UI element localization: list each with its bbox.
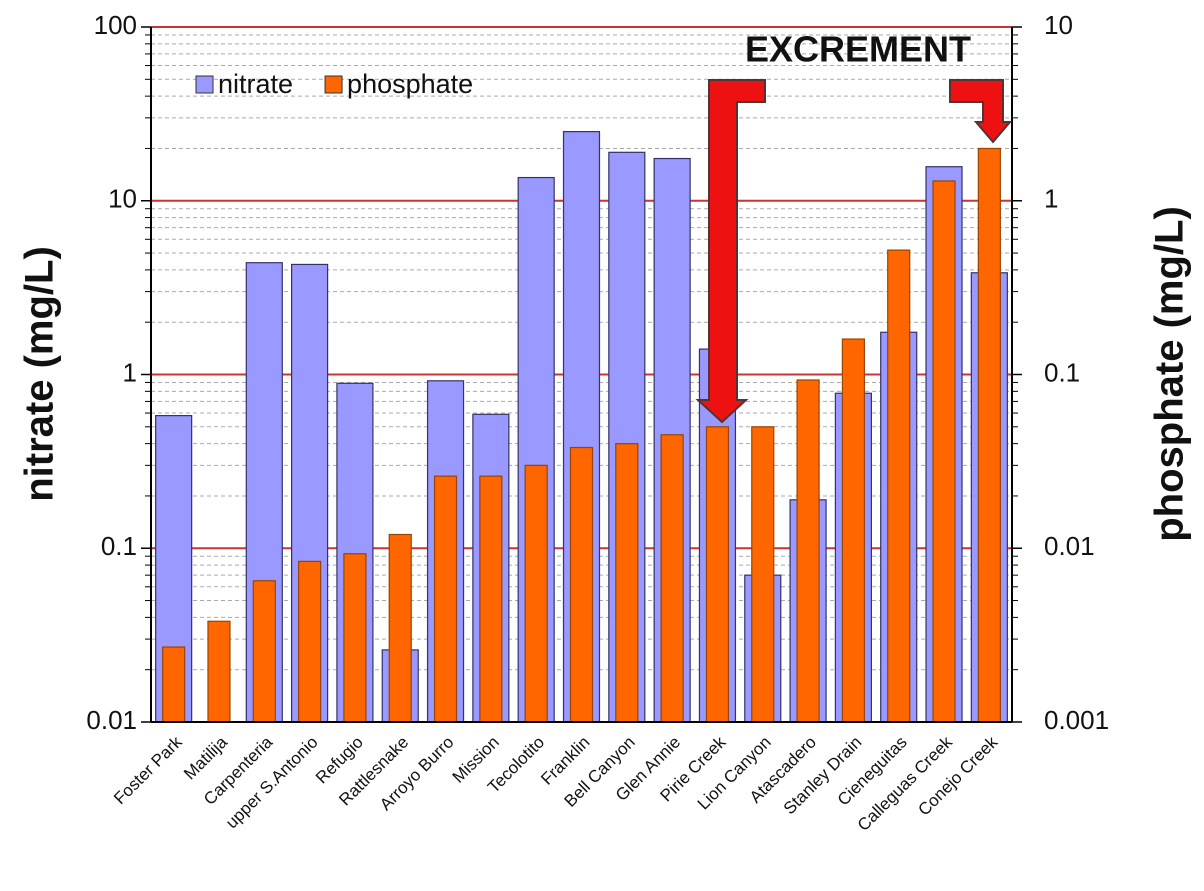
bar [298,560,322,723]
bar [207,620,231,723]
bar [932,180,956,723]
bar [796,379,820,723]
bar [615,443,639,723]
y-tick-label: 0.1 [101,531,137,561]
y2-tick-label: 0.001 [1044,705,1109,735]
legend-label: nitrate [218,69,293,99]
bar [887,249,911,723]
y-axis-title: nitrate (mg/L) [18,246,62,502]
y2-tick-label: 0.01 [1044,531,1095,561]
bar [977,147,1001,723]
y-tick-label: 0.01 [86,705,137,735]
bar [841,338,865,723]
legend-label: phosphate [347,69,473,99]
y2-tick-label: 10 [1044,10,1073,40]
y-tick-label: 10 [108,184,137,214]
y2-tick-label: 0.1 [1044,357,1080,387]
arrow [949,79,1013,144]
bar [660,434,684,723]
bar [343,553,367,723]
bar [433,475,458,723]
legend-swatch [324,75,343,94]
bar [388,533,412,723]
bar [162,646,186,723]
arrow [695,79,766,424]
legend-swatch [195,75,214,94]
x-tick-label: Foster Park [110,732,186,808]
bar [751,426,775,723]
bar [569,446,594,723]
y-tick-label: 1 [123,357,137,387]
x-tick-label: Conejo Creek [914,732,1001,819]
y-tick-label: 100 [94,10,137,40]
y2-axis-title: phosphate (mg/L) [1148,206,1192,542]
bar [252,580,276,723]
y2-tick-label: 1 [1044,184,1058,214]
bar [562,131,601,723]
annotation: EXCREMENT [745,29,971,70]
bar [524,464,548,723]
bar [705,426,730,723]
bar [479,475,503,723]
